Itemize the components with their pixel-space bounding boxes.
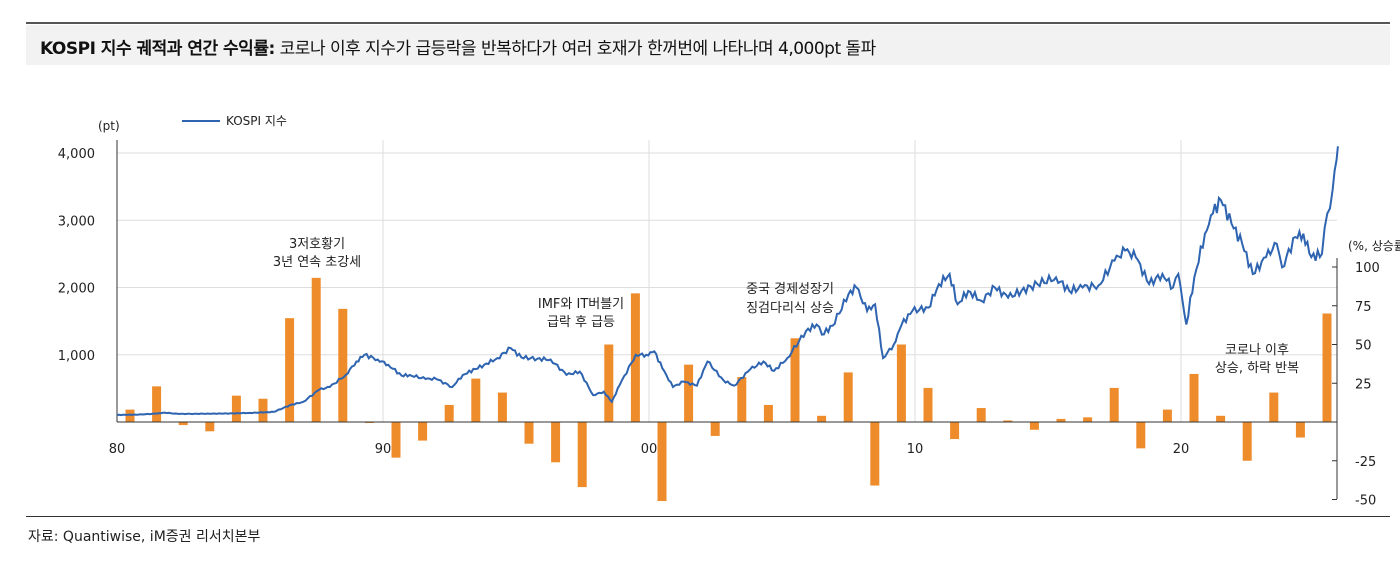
bar-1983 <box>205 422 215 432</box>
left-axis-label: (pt) <box>98 119 120 133</box>
bar-2025 <box>1322 313 1332 422</box>
right-tick-label: 100 <box>1355 261 1380 276</box>
annotation-4-line-1: 코로나 이후 <box>1225 343 1289 358</box>
bar-1994 <box>497 392 507 422</box>
bar-1985 <box>258 398 268 422</box>
title-bar: KOSPI 지수 궤적과 연간 수익률: 코로나 이후 지수가 급등락을 반복하… <box>26 25 1390 65</box>
bar-1986 <box>285 318 295 422</box>
bar-2000 <box>657 422 667 502</box>
source-note: 자료: Quantiwise, iM증권 리서치본부 <box>28 529 261 545</box>
annotation-4-line-2: 상승, 하락 반복 <box>1215 361 1299 376</box>
annotation-1-line-2: 3년 연속 초강세 <box>273 255 361 270</box>
bar-2005 <box>790 338 800 422</box>
bar-2016 <box>1083 417 1093 422</box>
bar-1996 <box>551 422 561 463</box>
bar-2004 <box>763 404 773 422</box>
right-tick-label: 75 <box>1355 300 1372 315</box>
x-tick-label: 20 <box>1173 442 1190 457</box>
bar-1987 <box>311 277 321 422</box>
bar-1992 <box>444 404 454 422</box>
bar-1997 <box>577 422 587 488</box>
bar-2002 <box>710 422 720 436</box>
left-tick-label: 1,000 <box>58 349 95 364</box>
x-tick-label: 10 <box>907 442 924 457</box>
annotation-2-line-1: IMF와 IT버블기 <box>538 297 624 312</box>
bar-2022 <box>1242 422 1252 461</box>
bar-2015 <box>1056 418 1066 422</box>
bar-1980 <box>125 409 135 422</box>
bar-2012 <box>976 408 986 422</box>
bar-2011 <box>950 422 960 440</box>
top-rule <box>26 22 1390 24</box>
bar-1998 <box>604 344 614 422</box>
bar-2024 <box>1295 422 1305 438</box>
axes: 1,000 2,000 3,000 4,000 80 90 00 10 20 -50 -25 25 50… <box>58 140 1380 509</box>
bar-2013 <box>1003 420 1013 422</box>
bar-series <box>125 277 1332 502</box>
left-tick-label: 4,000 <box>58 147 95 162</box>
right-tick-label: 50 <box>1355 339 1372 354</box>
x-tick-label: 00 <box>641 442 658 457</box>
bar-2008 <box>870 422 880 486</box>
bar-1993 <box>471 378 481 422</box>
title-bold: KOSPI 지수 궤적과 연간 수익률: <box>40 39 275 59</box>
gridlines <box>117 140 1337 422</box>
x-tick-label: 90 <box>375 442 392 457</box>
chart-title: KOSPI 지수 궤적과 연간 수익률: 코로나 이후 지수가 급등락을 반복하… <box>40 34 876 59</box>
left-tick-label: 2,000 <box>58 282 95 297</box>
bar-1991 <box>418 422 428 441</box>
bar-2019 <box>1162 409 1172 422</box>
bar-2006 <box>817 415 827 422</box>
x-tick-label: 80 <box>109 442 126 457</box>
annotation-2-line-2: 급락 후 급등 <box>547 315 615 330</box>
right-tick-label: -25 <box>1355 455 1376 470</box>
bar-2007 <box>843 372 853 422</box>
bar-1984 <box>231 395 241 422</box>
bar-2001 <box>684 364 694 422</box>
bar-1995 <box>524 422 534 444</box>
bar-1988 <box>338 308 348 422</box>
annotation-1-line-1: 3저호황기 <box>289 237 345 252</box>
right-axis-label: (%, 상승률) <box>1348 239 1400 253</box>
annotations: 3저호황기 3년 연속 초강세 IMF와 IT버블기 급락 후 급등 중국 경제… <box>273 237 1299 376</box>
legend-label: KOSPI 지수 <box>226 114 287 128</box>
bar-2003 <box>737 377 747 422</box>
title-rest: 코로나 이후 지수가 급등락을 반복하다가 여러 호재가 한꺼번에 나타나며 4… <box>274 39 877 59</box>
bar-2023 <box>1269 392 1279 422</box>
annotation-3-line-2: 징검다리식 상승 <box>746 301 834 316</box>
bar-2021 <box>1216 415 1226 422</box>
right-tick-label: 25 <box>1355 377 1372 392</box>
right-tick-label: -50 <box>1355 494 1376 509</box>
bar-1982 <box>178 422 188 426</box>
bar-2018 <box>1136 422 1146 449</box>
annotation-3-line-1: 중국 경제성장기 <box>746 282 834 297</box>
bar-2010 <box>923 387 933 422</box>
bar-2017 <box>1109 387 1119 422</box>
left-tick-label: 3,000 <box>58 214 95 229</box>
kospi-line <box>116 146 1339 417</box>
bar-2020 <box>1189 373 1199 422</box>
bar-2014 <box>1029 422 1039 430</box>
bottom-rule <box>26 516 1390 517</box>
bar-1990 <box>391 422 401 458</box>
bar-1981 <box>152 386 162 422</box>
axis-labels: (pt) (%, 상승률) KOSPI 지수 <box>98 114 1400 253</box>
bar-2009 <box>896 344 906 422</box>
